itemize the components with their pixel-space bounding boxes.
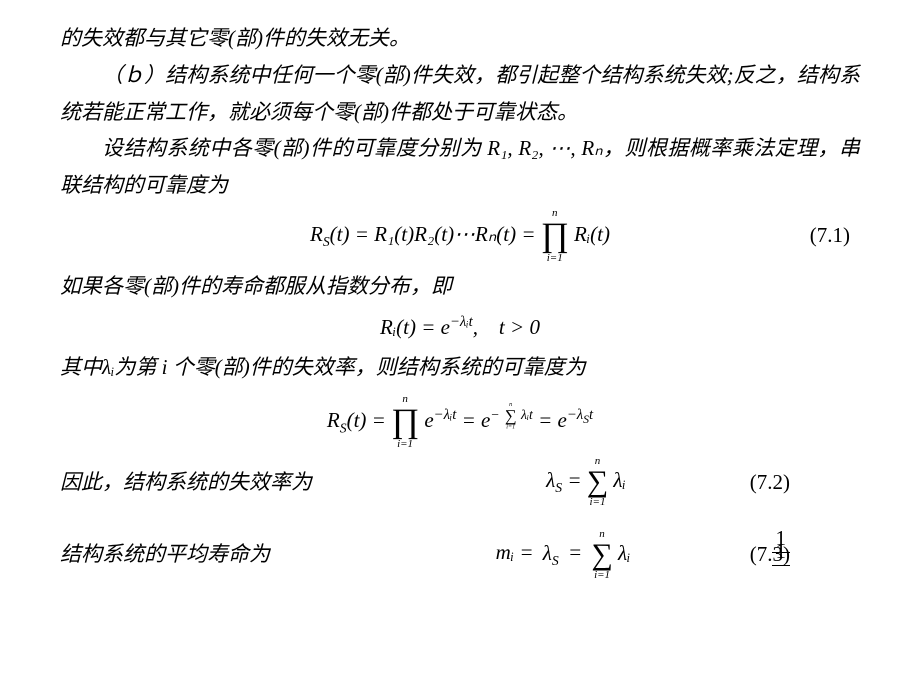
line-failure-rate: 因此，结构系统的失效率为 λS = n ∑ i=1 λᵢ (7.2) [60,454,860,510]
eq1-product: n ∏ i=1 [541,208,569,264]
eq4-sum-bot: i=1 [587,497,608,508]
p3-math: R₁, R₂, ⋯, Rₙ [487,136,602,160]
p5-b: 为第 [114,355,161,379]
p5-c: 个零(部)件的失效率，则结构系统的可靠度为 [168,355,586,379]
eq3-b: e [424,408,433,432]
eq5-lhs: mᵢ = [496,540,539,564]
line-mean-life: 结构系统的平均寿命为 mᵢ = 1 λS = 1 n ∑ i=1 λᵢ [60,514,860,594]
eq4-eq: = [562,468,587,492]
eq1-number: (7.1) [810,217,850,254]
eq3-lhs: R [327,408,340,432]
eq4-lhs: λ [546,468,555,492]
paragraph-2: （ｂ）结构系统中任何一个零(部)件失效，都引起整个结构系统失效;反之，结构系统若… [60,57,860,131]
eq3-a: (t) = [347,408,392,432]
eq3-d: = e [538,408,567,432]
document-page: 的失效都与其它零(部)件的失效无关。 （ｂ）结构系统中任何一个零(部)件失效，都… [0,0,920,690]
eq4-sum: n ∑ i=1 [587,456,608,508]
eq2-exp: −λᵢt [450,314,473,330]
eq1-sub: S [323,234,330,249]
eq1-rhs: Rᵢ(t) [574,222,610,246]
eq4-number: (7.2) [750,464,790,501]
eq3-exp1: −λᵢt [434,407,457,423]
paragraph-4: 如果各零(部)件的寿命都服从指数分布，即 [60,268,860,305]
eq3-exp2-pre: − [490,407,499,422]
equation-7-1: RS(t) = R₁(t)R₂(t)⋯Rₙ(t) = n ∏ i=1 Rᵢ(t)… [60,208,860,264]
eq2-cond: , t > 0 [473,315,540,339]
eq4-rhs: λᵢ [613,468,625,492]
eq3-product: n ∏ i=1 [391,394,419,450]
eq3-prod-bot: i=1 [391,439,419,450]
eq1-lhs: R [310,222,323,246]
equation-exp: Rᵢ(t) = e−λᵢt, t > 0 [60,309,860,346]
eq3-exp2-post: λᵢt [521,407,533,422]
eq5-frac2: 1 n ∑ i=1 λᵢ [587,527,634,581]
p7-label: 结构系统的平均寿命为 [60,536,270,573]
paragraph-5: 其中λᵢ为第 i 个零(部)件的失效率，则结构系统的可靠度为 [60,349,860,386]
eq3-exp3: −λSt [567,407,593,423]
eq2-body: Rᵢ(t) = e [380,315,450,339]
p6-label: 因此，结构系统的失效率为 [60,464,312,501]
paragraph-1: 的失效都与其它零(部)件的失效无关。 [60,20,860,57]
eq1-prod-bot: i=1 [541,253,569,264]
eq3-sum-exp: n∑i=1 [504,402,516,431]
eq5-frac1: 1 λS [539,540,563,568]
eq5-sum-body: λᵢ [618,541,630,565]
p3-text-a: 设结构系统中各零(部)件的可靠度分别为 [102,136,487,160]
eq1-body: (t) = R₁(t)R₂(t)⋯Rₙ(t) = [330,222,541,246]
equation-rs: RS(t) = n ∏ i=1 e−λᵢt = e−n∑i=1λᵢt = e−λ… [60,390,860,450]
eq3-c: = e [462,408,491,432]
eq3-sub: S [340,420,347,435]
eq3-sum-bot: i=1 [504,424,516,430]
eq5-mid: = [568,540,587,564]
eq5-sum: n ∑ i=1 [591,529,612,581]
p5-math1: λᵢ [102,355,114,379]
paragraph-3: 设结构系统中各零(部)件的可靠度分别为 R₁, R₂, ⋯, Rₙ，则根据概率乘… [60,130,860,204]
eq5-number: (7.3) [750,536,790,573]
p5-a: 其中 [60,355,102,379]
eq5-sum-bot: i=1 [591,570,612,581]
